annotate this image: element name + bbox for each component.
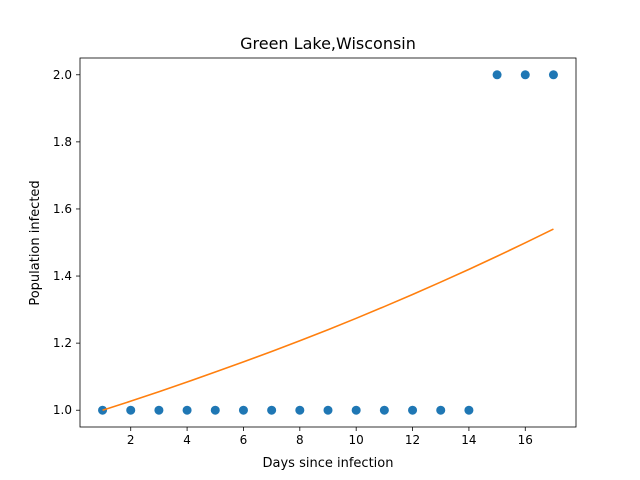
x-tick-label: 8	[296, 433, 304, 447]
y-tick-label: 1.0	[53, 403, 72, 417]
fit-line	[102, 228, 554, 411]
y-tick-label: 1.2	[53, 336, 72, 350]
data-point	[351, 405, 361, 415]
data-point	[379, 405, 389, 415]
data-point	[182, 405, 192, 415]
y-tick-label: 1.8	[53, 135, 72, 149]
x-tick-label: 12	[405, 433, 420, 447]
data-point	[436, 405, 446, 415]
axes: 2 4 6 8 10 12 14 16 1.0 1.2 1.4 1.6 1.8 2.0	[53, 57, 577, 447]
x-tick-label: 4	[183, 433, 191, 447]
data-point	[408, 405, 418, 415]
data-point	[295, 405, 305, 415]
data-point	[464, 405, 474, 415]
data-point	[154, 405, 164, 415]
x-tick-label: 10	[349, 433, 364, 447]
axes-frame	[79, 57, 577, 428]
x-tick-label: 14	[461, 433, 476, 447]
y-axis-label: Population infected	[28, 180, 43, 305]
chart-title: Green Lake,Wisconsin	[240, 34, 416, 53]
y-tick-label: 2.0	[53, 68, 72, 82]
data-point	[323, 405, 333, 415]
data-point	[492, 70, 502, 80]
plot-area	[98, 70, 558, 415]
data-point	[126, 405, 136, 415]
data-point	[548, 70, 558, 80]
data-point	[267, 405, 277, 415]
x-tick-label: 16	[518, 433, 533, 447]
data-point	[210, 405, 220, 415]
y-tick-label: 1.6	[53, 202, 72, 216]
data-point	[238, 405, 248, 415]
data-point	[520, 70, 530, 80]
x-tick-label: 2	[127, 433, 135, 447]
y-tick-label: 1.4	[53, 269, 72, 283]
x-tick-label: 6	[240, 433, 248, 447]
x-axis-label: Days since infection	[263, 456, 394, 471]
